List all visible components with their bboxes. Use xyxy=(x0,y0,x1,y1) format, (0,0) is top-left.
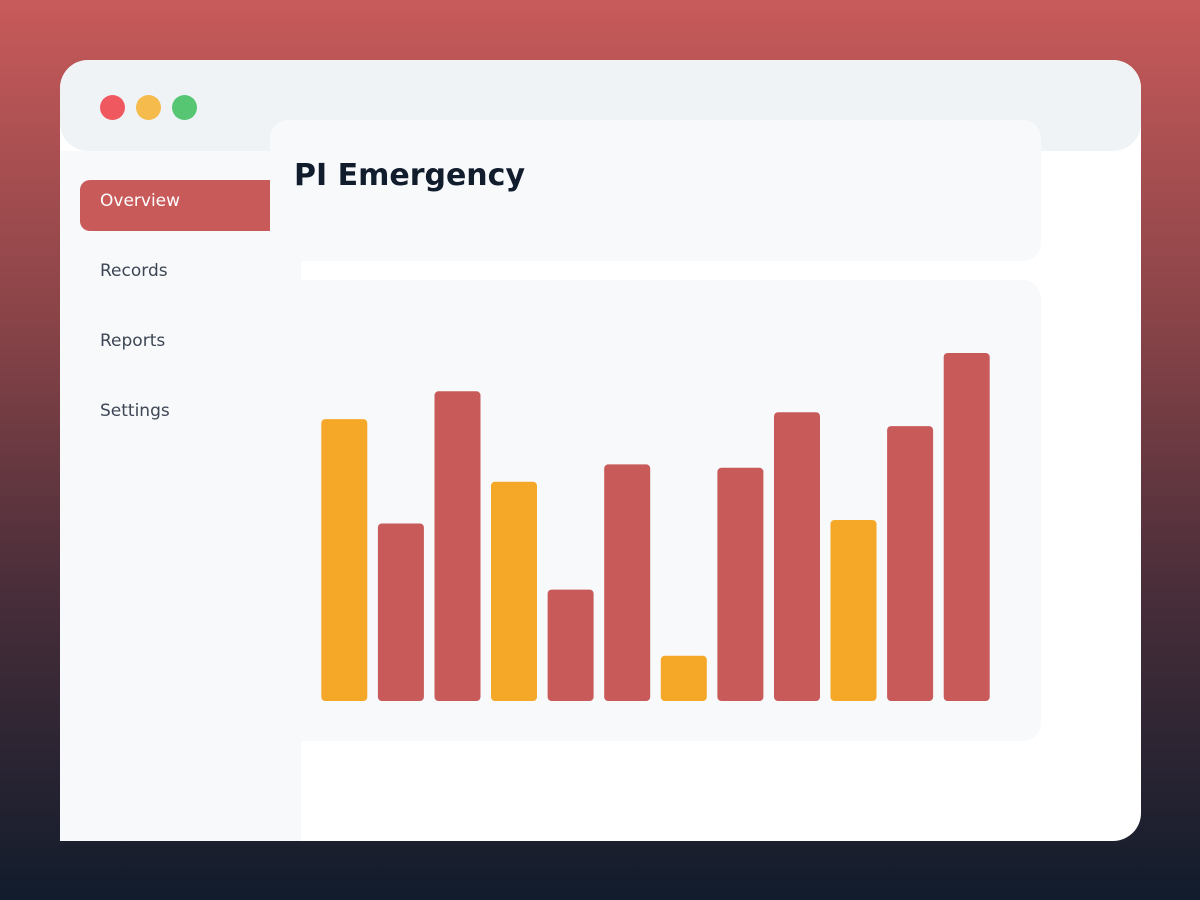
chart-bar-6 xyxy=(604,464,651,701)
bar-chart xyxy=(321,353,990,701)
chart-bar-5 xyxy=(547,589,594,701)
chart-bar-11 xyxy=(887,426,934,701)
sidebar-item-settings[interactable]: Settings xyxy=(100,401,170,421)
chart-bar-8 xyxy=(717,467,764,701)
header-card: PI Emergency xyxy=(270,120,1041,261)
sidebar-item-reports[interactable]: Reports xyxy=(100,331,166,351)
chart-bar-9 xyxy=(774,412,820,701)
sidebar-item-records[interactable]: Records xyxy=(100,261,168,281)
sidebar: Overview Records Reports Settings xyxy=(60,151,301,841)
sidebar-item-overview[interactable]: Overview xyxy=(80,180,281,231)
chart-bar-1 xyxy=(321,419,368,701)
chart-bar-7 xyxy=(660,655,707,701)
chart-bar-12 xyxy=(943,353,990,701)
page-title: PI Emergency xyxy=(294,158,526,193)
close-window-button[interactable] xyxy=(100,95,125,120)
chart-bar-10 xyxy=(830,520,877,701)
chart-bar-2 xyxy=(377,523,424,701)
chart-bar-4 xyxy=(491,481,537,701)
minimize-window-button[interactable] xyxy=(136,95,161,120)
chart-card xyxy=(270,280,1041,741)
maximize-window-button[interactable] xyxy=(172,95,197,120)
chart-bar-3 xyxy=(434,391,481,701)
